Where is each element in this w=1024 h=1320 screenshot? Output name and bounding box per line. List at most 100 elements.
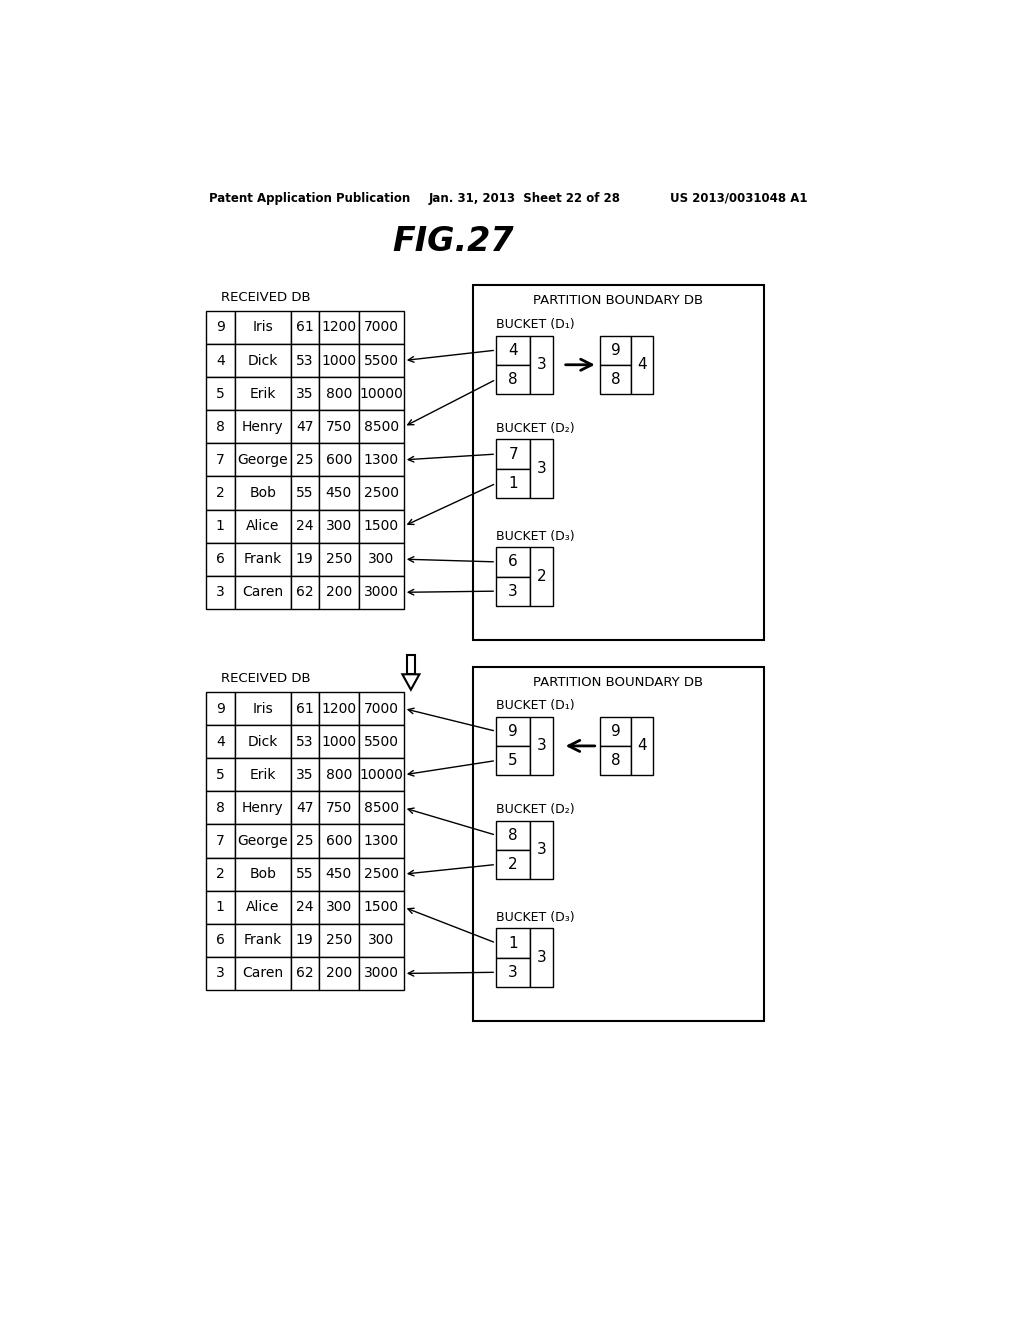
Bar xyxy=(291,576,318,609)
Text: 800: 800 xyxy=(326,387,352,401)
Text: 3: 3 xyxy=(537,461,547,477)
Bar xyxy=(291,825,318,858)
Bar xyxy=(234,378,291,411)
Text: 600: 600 xyxy=(326,453,352,467)
Bar xyxy=(530,335,554,395)
Text: 53: 53 xyxy=(296,354,313,367)
Bar xyxy=(234,345,291,378)
Text: Dick: Dick xyxy=(248,735,279,748)
Text: 750: 750 xyxy=(326,420,352,434)
Bar xyxy=(206,444,234,477)
Bar xyxy=(496,364,530,395)
Text: 61: 61 xyxy=(296,701,313,715)
Bar xyxy=(496,850,530,879)
Bar xyxy=(206,858,234,891)
Text: 750: 750 xyxy=(326,801,352,814)
Text: 62: 62 xyxy=(296,966,313,981)
Bar xyxy=(206,312,234,345)
Bar xyxy=(407,655,415,675)
Text: Erik: Erik xyxy=(250,387,276,401)
Bar xyxy=(318,378,359,411)
Text: 8500: 8500 xyxy=(364,801,399,814)
Text: 300: 300 xyxy=(369,933,394,948)
Bar xyxy=(234,543,291,576)
Bar xyxy=(206,825,234,858)
Bar xyxy=(206,891,234,924)
Polygon shape xyxy=(402,675,420,689)
Text: 8: 8 xyxy=(508,828,518,842)
Text: 3: 3 xyxy=(537,842,547,858)
Bar xyxy=(291,924,318,957)
Text: 7: 7 xyxy=(216,834,224,847)
Text: 2: 2 xyxy=(508,857,518,873)
Text: 1: 1 xyxy=(508,475,518,491)
Text: 5: 5 xyxy=(216,768,224,781)
Text: 1500: 1500 xyxy=(364,519,399,533)
Text: 5500: 5500 xyxy=(364,354,399,367)
Text: 9: 9 xyxy=(508,723,518,739)
Text: 4: 4 xyxy=(637,738,646,754)
Text: 1200: 1200 xyxy=(322,701,356,715)
Text: 9: 9 xyxy=(216,701,224,715)
Bar xyxy=(234,858,291,891)
Bar xyxy=(206,477,234,510)
Text: Henry: Henry xyxy=(242,420,284,434)
Bar xyxy=(359,792,403,825)
Text: 300: 300 xyxy=(326,900,352,915)
Bar xyxy=(318,576,359,609)
Bar xyxy=(234,692,291,725)
Bar xyxy=(600,746,631,775)
Text: 8: 8 xyxy=(216,801,224,814)
Bar xyxy=(359,924,403,957)
Text: BUCKET (D₁): BUCKET (D₁) xyxy=(496,700,574,713)
Text: 300: 300 xyxy=(369,552,394,566)
Text: 5: 5 xyxy=(216,387,224,401)
Text: 8500: 8500 xyxy=(364,420,399,434)
Bar xyxy=(359,825,403,858)
Bar xyxy=(359,345,403,378)
Text: 4: 4 xyxy=(216,735,224,748)
Text: 250: 250 xyxy=(326,552,352,566)
Bar xyxy=(291,345,318,378)
Text: Iris: Iris xyxy=(253,321,273,334)
Bar xyxy=(291,957,318,990)
Bar xyxy=(631,335,652,395)
Bar xyxy=(359,510,403,543)
Text: 3000: 3000 xyxy=(364,966,399,981)
Text: 2500: 2500 xyxy=(364,486,399,500)
Text: 2500: 2500 xyxy=(364,867,399,882)
Bar xyxy=(600,335,631,364)
Bar xyxy=(234,411,291,444)
Text: 6: 6 xyxy=(216,933,224,948)
Bar xyxy=(318,477,359,510)
Text: 3000: 3000 xyxy=(364,585,399,599)
Bar xyxy=(234,576,291,609)
Text: 4: 4 xyxy=(637,358,646,372)
Bar xyxy=(234,510,291,543)
Bar xyxy=(359,411,403,444)
Bar xyxy=(234,477,291,510)
Text: 47: 47 xyxy=(296,801,313,814)
Text: 8: 8 xyxy=(610,372,621,387)
Text: Henry: Henry xyxy=(242,801,284,814)
Bar xyxy=(234,725,291,758)
Bar xyxy=(359,957,403,990)
Bar xyxy=(318,444,359,477)
Text: Bob: Bob xyxy=(250,486,276,500)
Bar xyxy=(600,717,631,746)
Text: RECEIVED DB: RECEIVED DB xyxy=(221,672,310,685)
Bar xyxy=(318,792,359,825)
Text: 6: 6 xyxy=(216,552,224,566)
Text: Caren: Caren xyxy=(243,966,284,981)
Text: 6: 6 xyxy=(508,554,518,569)
Bar xyxy=(291,692,318,725)
Text: Alice: Alice xyxy=(246,519,280,533)
Text: 1000: 1000 xyxy=(322,354,356,367)
Text: 1: 1 xyxy=(508,936,518,950)
Bar xyxy=(496,746,530,775)
Bar xyxy=(496,440,530,469)
Text: 1300: 1300 xyxy=(364,453,399,467)
Bar xyxy=(234,891,291,924)
Bar xyxy=(318,312,359,345)
Bar xyxy=(473,667,764,1020)
